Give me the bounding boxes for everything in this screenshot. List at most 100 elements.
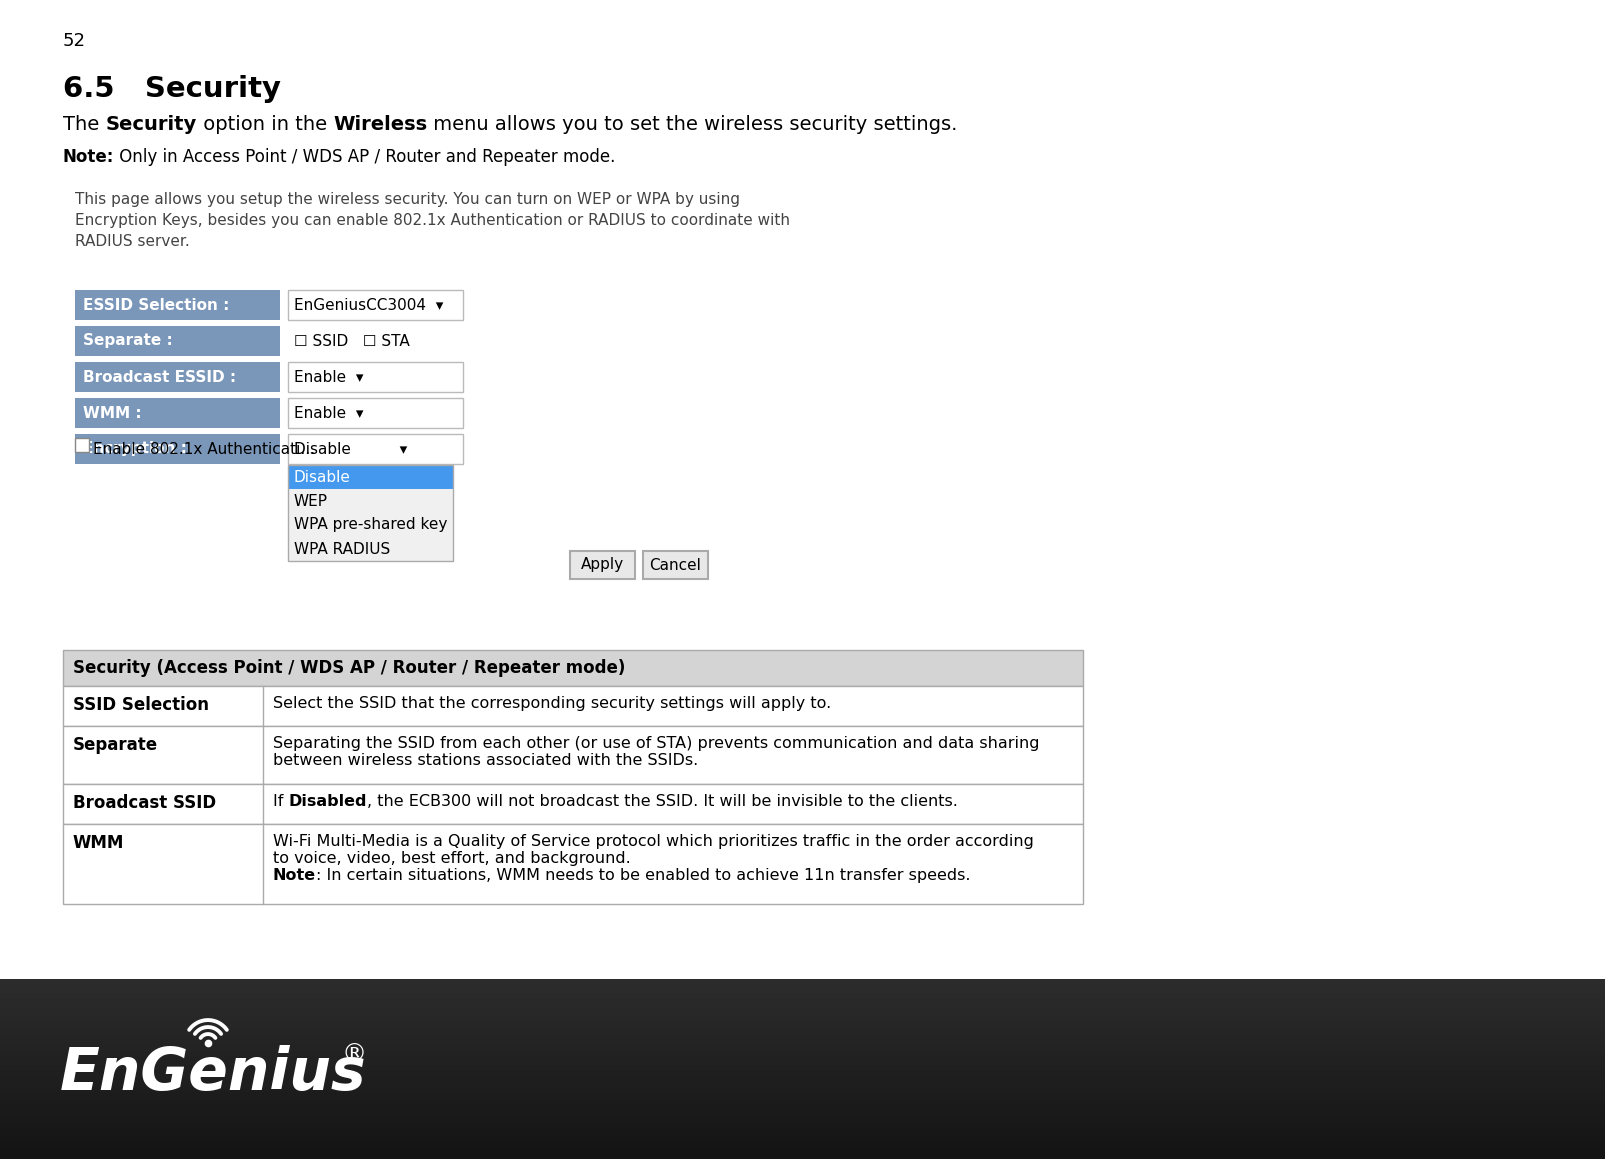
Bar (63, 650, 1082, 686)
Text: ☐ SSID   ☐ STA: ☐ SSID ☐ STA (294, 334, 409, 349)
Bar (0, 1091, 1605, 1096)
Bar (0, 1019, 1605, 1025)
Text: Note:: Note: (63, 148, 114, 166)
Bar (570, 551, 634, 580)
Bar (75, 290, 279, 320)
Text: ESSID Selection :: ESSID Selection : (83, 298, 230, 313)
Text: , the ECB300 will not broadcast the SSID. It will be invisible to the clients.: , the ECB300 will not broadcast the SSID… (368, 794, 957, 809)
Text: Broadcast SSID: Broadcast SSID (72, 794, 217, 812)
Text: Cancel: Cancel (648, 557, 701, 573)
Bar (0, 1140, 1605, 1145)
Text: Enable 802.1x Authenticati...: Enable 802.1x Authenticati... (93, 442, 315, 457)
Text: Select the SSID that the corresponding security settings will apply to.: Select the SSID that the corresponding s… (273, 697, 831, 710)
Bar (0, 1037, 1605, 1043)
Bar (0, 1136, 1605, 1142)
Bar (287, 465, 453, 561)
Text: Broadcast ESSID :: Broadcast ESSID : (83, 370, 236, 385)
Bar (0, 1050, 1605, 1056)
Text: EnGeniusCC3004  ▾: EnGeniusCC3004 ▾ (294, 298, 443, 313)
Bar (0, 1078, 1605, 1083)
Bar (0, 1055, 1605, 1060)
Bar (0, 1001, 1605, 1007)
Bar (63, 726, 1082, 783)
Bar (0, 1114, 1605, 1118)
Bar (0, 1081, 1605, 1087)
Text: Separate :: Separate : (83, 334, 173, 349)
Bar (0, 1015, 1605, 1020)
Bar (0, 1153, 1605, 1159)
Text: Security: Security (106, 115, 197, 134)
Text: between wireless stations associated with the SSIDs.: between wireless stations associated wit… (273, 753, 698, 768)
Text: WPA pre-shared key: WPA pre-shared key (294, 518, 448, 532)
Bar (0, 1069, 1605, 1074)
Text: SSID Selection: SSID Selection (72, 697, 209, 714)
Bar (0, 1059, 1605, 1065)
Text: WEP: WEP (294, 494, 327, 509)
Bar (0, 1023, 1605, 1029)
Text: 6.5   Security: 6.5 Security (63, 75, 281, 103)
Bar (287, 537, 453, 561)
Bar (287, 362, 462, 392)
Bar (75, 326, 279, 356)
Text: option in the: option in the (197, 115, 332, 134)
Bar (0, 1086, 1605, 1092)
Bar (0, 987, 1605, 993)
Text: 52: 52 (63, 32, 87, 50)
Bar (0, 1127, 1605, 1132)
Text: Separate: Separate (72, 736, 157, 755)
Bar (75, 362, 279, 392)
Bar (0, 1105, 1605, 1110)
Text: Enable  ▾: Enable ▾ (294, 370, 363, 385)
Bar (0, 1131, 1605, 1137)
Text: Apply: Apply (581, 557, 624, 573)
Text: Security (Access Point / WDS AP / Router / Repeater mode): Security (Access Point / WDS AP / Router… (72, 659, 624, 677)
Text: WPA RADIUS: WPA RADIUS (294, 541, 390, 556)
Bar (287, 290, 462, 320)
Text: Encryption :: Encryption : (83, 442, 186, 457)
Bar (75, 398, 279, 428)
Text: The: The (63, 115, 106, 134)
Bar (0, 1149, 1605, 1154)
Bar (0, 1042, 1605, 1047)
Bar (0, 1122, 1605, 1128)
Bar (63, 686, 1082, 726)
Bar (0, 1073, 1605, 1079)
Bar (0, 1117, 1605, 1123)
Bar (642, 551, 708, 580)
Bar (75, 438, 88, 452)
Bar (0, 1100, 1605, 1106)
Text: Disable          ▾: Disable ▾ (294, 442, 408, 457)
Text: If: If (273, 794, 289, 809)
Text: EnGenius: EnGenius (59, 1044, 366, 1101)
Bar (287, 489, 453, 513)
Text: Enable  ▾: Enable ▾ (294, 406, 363, 421)
Bar (0, 1033, 1605, 1038)
Text: Disabled: Disabled (289, 794, 368, 809)
Bar (0, 1006, 1605, 1012)
Text: WMM :: WMM : (83, 406, 141, 421)
Bar (75, 433, 279, 464)
Text: Wireless: Wireless (332, 115, 427, 134)
Bar (287, 465, 453, 489)
Bar (0, 1047, 1605, 1051)
Bar (63, 824, 1082, 904)
Bar (0, 997, 1605, 1003)
Bar (287, 433, 462, 464)
Bar (0, 1011, 1605, 1015)
Text: Wi-Fi Multi-Media is a Quality of Service protocol which prioritizes traffic in : Wi-Fi Multi-Media is a Quality of Servic… (273, 834, 1034, 850)
Text: menu allows you to set the wireless security settings.: menu allows you to set the wireless secu… (427, 115, 957, 134)
Bar (63, 783, 1082, 824)
Bar (0, 992, 1605, 998)
Text: to voice, video, best effort, and background.: to voice, video, best effort, and backgr… (273, 851, 631, 866)
Bar (0, 984, 1605, 989)
Text: Disable: Disable (294, 469, 350, 484)
Bar (0, 1064, 1605, 1070)
Text: Separating the SSID from each other (or use of STA) prevents communication and d: Separating the SSID from each other (or … (273, 736, 1038, 751)
Bar (0, 1095, 1605, 1101)
Text: WMM: WMM (72, 834, 124, 852)
Bar (0, 1109, 1605, 1114)
Text: Note: Note (273, 868, 316, 883)
Bar (0, 1028, 1605, 1034)
Text: ®: ® (342, 1043, 368, 1067)
Bar (287, 513, 453, 537)
